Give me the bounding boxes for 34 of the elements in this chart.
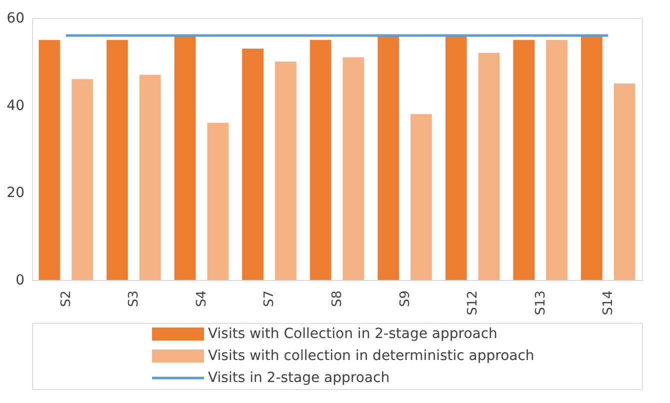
x-tick-label: S14 <box>601 290 616 316</box>
bar <box>513 40 535 280</box>
bar <box>310 40 332 280</box>
bar <box>581 35 602 280</box>
y-tick-label: 60 <box>6 10 24 26</box>
bar <box>614 84 636 280</box>
x-tick-label: S8 <box>330 290 345 308</box>
bar <box>445 35 467 280</box>
bar <box>139 74 161 280</box>
bar <box>478 52 500 280</box>
x-tick-label: S7 <box>262 290 278 308</box>
bar <box>378 35 400 280</box>
y-tick-label: 40 <box>6 98 24 114</box>
bar <box>207 122 229 280</box>
y-tick-label: 0 <box>16 272 24 288</box>
bar <box>342 57 364 280</box>
x-tick-label: S12 <box>466 290 481 316</box>
bar <box>106 40 128 280</box>
x-tick-label: S2 <box>58 290 74 308</box>
bar <box>546 40 568 280</box>
legend-label: Visits with collection in deterministic approach <box>208 348 534 364</box>
bar <box>72 79 93 280</box>
legend-label: Visits in 2-stage approach <box>208 370 390 386</box>
y-tick-label: 20 <box>6 185 24 202</box>
bar <box>174 35 196 280</box>
bar <box>242 48 264 280</box>
x-tick-label: S9 <box>398 290 413 308</box>
legend-label: Visits with Collection in 2-stage approach <box>208 326 498 342</box>
bar <box>38 40 60 280</box>
x-tick-label: S3 <box>126 290 142 308</box>
x-tick-label: S13 <box>533 290 548 316</box>
bar <box>274 62 296 280</box>
bar <box>410 114 432 280</box>
x-tick-label: S4 <box>194 290 210 308</box>
